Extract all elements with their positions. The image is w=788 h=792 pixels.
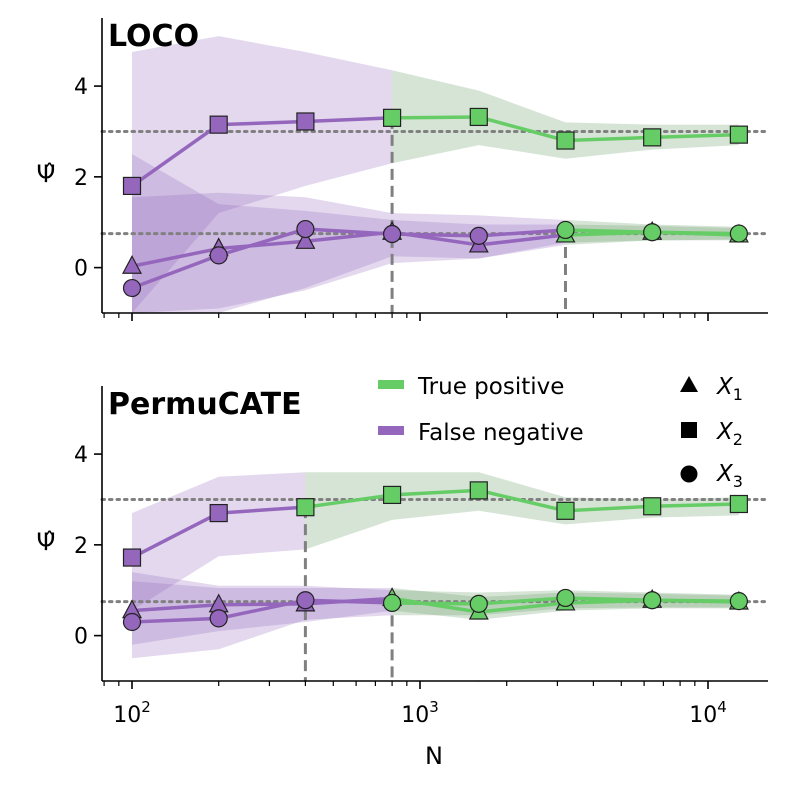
loco-y-tick-label-0: 0 [74,257,88,282]
loco-x1-marker-100 [122,254,142,274]
permucate-axes [101,386,768,682]
permucate-x2-marker-3200 [556,501,575,520]
x-tick-labels: 102 103 104 [113,698,727,728]
loco-x2-marker-100 [122,176,142,196]
permucate-x2-marker-200 [209,503,228,523]
permucate-x3-marker-6400 [643,591,662,610]
loco-x3-marker-800 [382,224,402,244]
permucate-x2-marker-800 [382,485,402,505]
loco-x2-marker-200 [209,115,228,134]
loco-series-markers [122,107,749,298]
permucate-x3-line-false-negative [131,598,393,624]
loco-x3-marker-200 [209,246,228,265]
permucate-x-ticks [103,681,709,689]
loco-x2-marker-400 [296,112,315,131]
legend-triangle-marker [680,376,698,392]
loco-panel-title: LOCO [108,19,199,54]
legend-true-positive-swatch [378,380,404,389]
permucate-x2-marker-12800 [729,494,748,514]
permucate-x3-marker-1600 [469,594,488,613]
permucate-x3-marker-800 [382,593,402,613]
permucate-x3-band-false-negative [132,572,393,659]
x-tick-label-10000: 104 [689,698,727,728]
loco-confidence-bands [132,36,739,313]
permucate-y-ticks: 0 2 4 [74,443,102,650]
permucate-series-markers [122,481,749,632]
loco-x3-marker-6400 [643,223,662,242]
permucate-x2-line-true-positive [305,488,739,513]
legend: True positive False negative X1 X2 X3 [378,374,743,491]
loco-detection-lines [390,117,567,313]
legend-x2-label: X2 [716,419,743,449]
permucate-x3-marker-100 [122,612,142,632]
loco-axes [101,18,768,314]
loco-x2-marker-1600 [469,107,488,127]
loco-x3-line-false-negative [131,227,566,290]
legend-circle-marker [680,465,698,483]
permucate-y-tick-label-0: 0 [74,625,88,650]
loco-x2-marker-6400 [643,128,662,147]
permucate-x3-marker-3200 [556,588,575,608]
loco-x1-line-false-negative [131,230,566,268]
permucate-x3-marker-400 [296,591,315,610]
x-axis-label: N [425,742,443,770]
loco-x1-marker-400 [295,230,316,249]
permucate-x3-marker-200 [209,609,228,628]
permucate-x2-band-true-positive [305,472,739,550]
permucate-x2-marker-1600 [469,481,488,500]
loco-x2-marker-12800 [729,125,748,144]
loco-x3-marker-400 [296,219,315,239]
permucate-panel-title: PermuCATE [108,387,302,422]
loco-panel: 0 2 4 LOCO Ψ̂ [37,18,770,321]
loco-x2-line-false-negative [130,116,393,188]
permucate-x1-band-false-negative [132,581,393,645]
permucate-x2-marker-400 [296,498,315,517]
loco-x3-marker-12800 [729,224,748,243]
loco-x3-band-false-negative [132,192,566,313]
permucate-x2-marker-100 [122,548,142,567]
legend-x1-label: X1 [716,374,743,404]
x-tick-label-1000: 103 [401,698,439,728]
permucate-y-tick-label-4: 4 [74,443,88,468]
legend-false-negative-label: False negative [418,420,584,446]
loco-x3-marker-3200 [556,220,575,240]
loco-x2-marker-3200 [556,131,575,150]
legend-false-negative-swatch [378,426,404,435]
loco-y-tick-label-4: 4 [74,75,88,100]
legend-true-positive-label: True positive [417,374,564,400]
loco-x-ticks [103,313,709,321]
loco-y-axis-label: Ψ̂ [37,160,56,188]
legend-x3-label: X3 [716,461,743,491]
legend-square-marker [681,422,697,438]
loco-y-ticks: 0 2 4 [74,75,102,282]
permucate-x3-marker-12800 [729,592,748,611]
permucate-y-tick-label-2: 2 [74,534,88,559]
permucate-x2-marker-6400 [643,497,662,516]
loco-x3-marker-1600 [469,226,488,245]
permucate-x2-band-false-negative [132,472,306,611]
loco-y-tick-label-2: 2 [74,166,88,191]
permucate-panel: 0 2 4 PermuCATE Ψ̂ [37,386,770,689]
permucate-y-axis-label: Ψ̂ [37,528,56,556]
loco-x3-marker-100 [122,278,142,298]
loco-x2-marker-800 [382,108,402,127]
loco-x2-band-false-negative [132,36,393,313]
x-tick-label-100: 102 [113,698,151,728]
